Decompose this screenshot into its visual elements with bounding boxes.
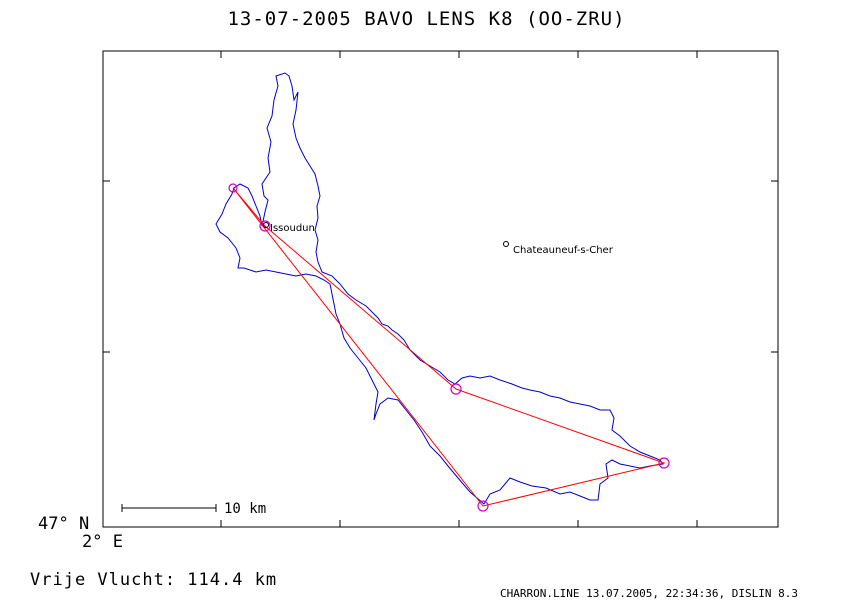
task-legs (232, 187, 666, 507)
turnpoint-marker (450, 383, 462, 395)
flight-track (215, 72, 664, 505)
map-frame (102, 50, 779, 528)
scale-bar (121, 504, 217, 512)
place-marker (263, 222, 269, 228)
scale-label: 10 km (224, 501, 266, 517)
turnpoint-marker (477, 500, 489, 512)
longitude-label: 2° E (82, 532, 123, 552)
turnpoints (228, 183, 670, 512)
turnpoint-marker (259, 220, 271, 232)
frame-ticks (103, 51, 778, 527)
place-marker (503, 241, 509, 247)
place-chateauneuf: Chateauneuf-s-Cher (503, 241, 614, 256)
latitude-label: 47° N (38, 514, 90, 534)
map-title: 13-07-2005 BAVO LENS K8 (OO-ZRU) (227, 8, 626, 30)
place-issoudun: Issoudun (263, 222, 315, 234)
place-label: Issoudun (270, 223, 315, 234)
distance-text: Vrije Vlucht: 114.4 km (30, 570, 278, 590)
turnpoint-marker (228, 183, 238, 193)
turnpoint-marker (658, 457, 670, 469)
place-label: Chateauneuf-s-Cher (513, 245, 614, 256)
footer-text: CHARRON.LINE 13.07.2005, 22:34:36, DISLI… (500, 587, 799, 600)
